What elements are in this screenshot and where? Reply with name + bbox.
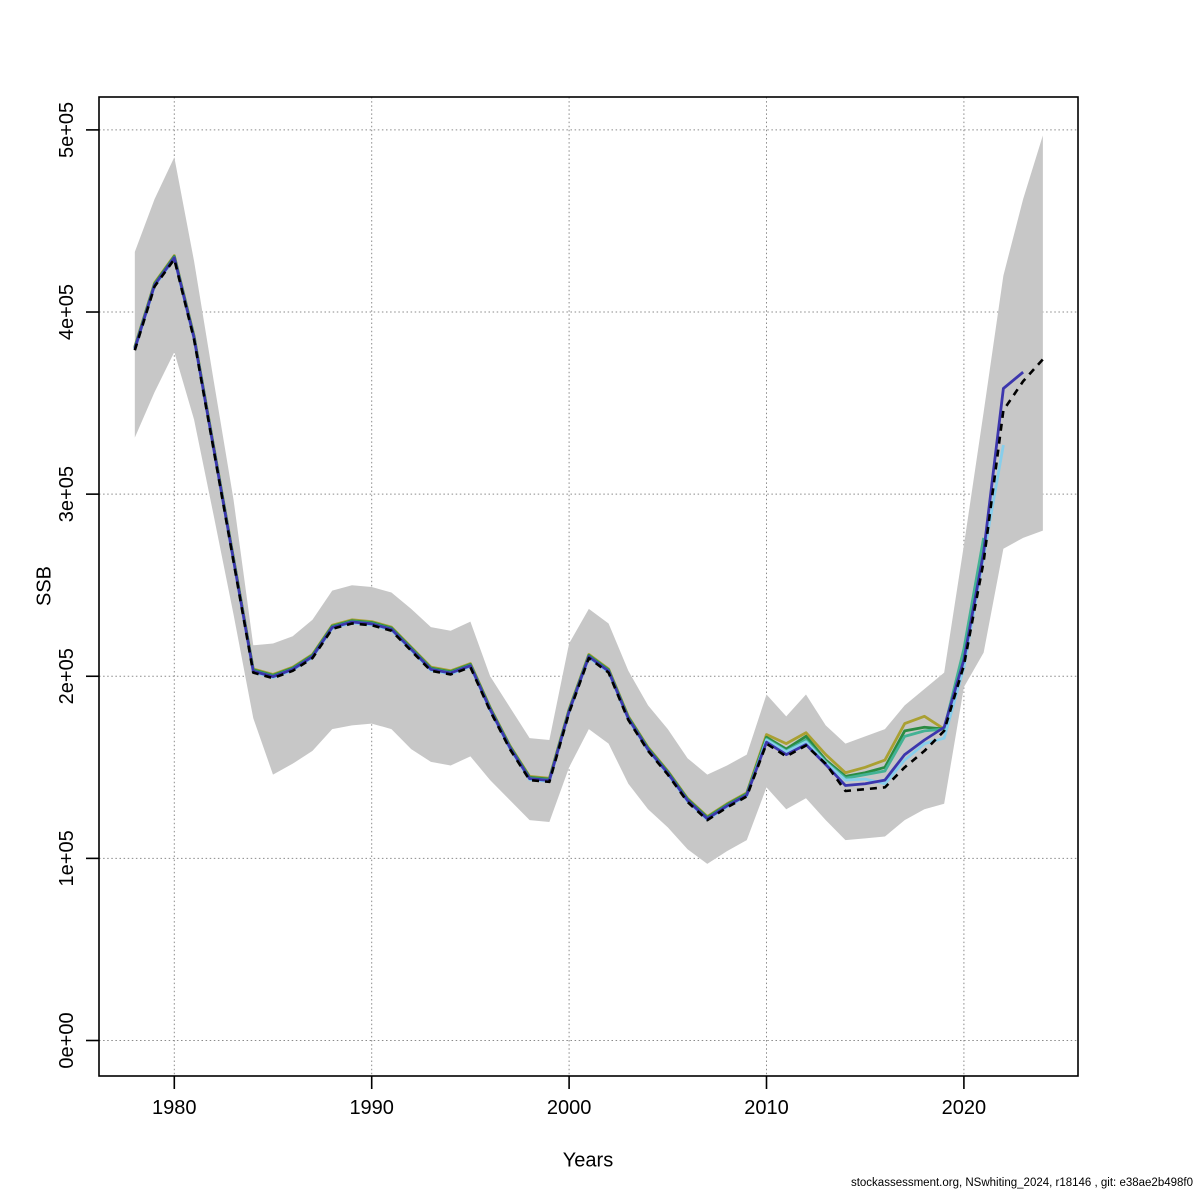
x-tick-label: 1990: [349, 1097, 394, 1119]
series-line-final-run-ending-2024: [133, 257, 1044, 822]
y-tick-label: 0e+00: [56, 1012, 78, 1068]
plot-border: [98, 96, 1079, 1077]
x-tick-label: 1980: [152, 1097, 197, 1119]
y-tick-label: 4e+05: [56, 284, 78, 340]
confidence-band: [134, 135, 1043, 864]
y-tick-label: 5e+05: [56, 102, 78, 158]
x-tick-label: 2020: [942, 1097, 987, 1119]
x-tick-label: 2000: [547, 1097, 592, 1119]
y-axis-title: SSB: [33, 565, 56, 607]
y-tick-label: 1e+05: [56, 830, 78, 886]
y-tick-label: 3e+05: [56, 466, 78, 522]
y-tick-label: 2e+05: [56, 648, 78, 704]
footer-attribution: stockassessment.org, NSwhiting_2024, r18…: [850, 1177, 1193, 1189]
x-tick-label: 2010: [744, 1097, 789, 1119]
x-axis-title: Years: [562, 1149, 614, 1172]
